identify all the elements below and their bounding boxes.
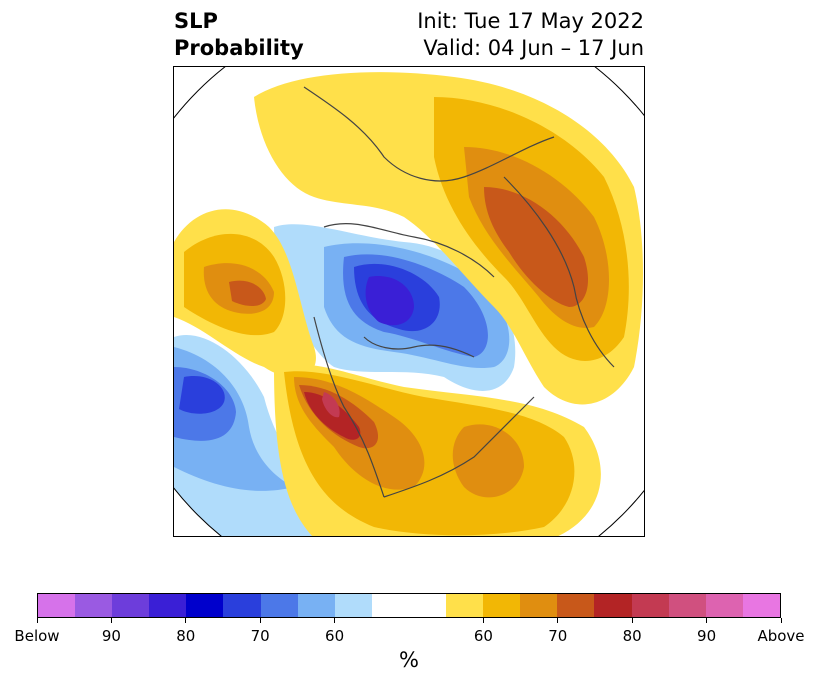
colorbar-segment-6 [260,594,298,617]
probability-map-svg [174,67,644,536]
colorbar-segment-18 [742,594,780,617]
colorbar-tick-label: 70 [548,627,568,645]
below-region-arctic-core [365,276,414,326]
colorbar-tick [631,618,633,623]
coastlines [303,86,615,498]
map-dates: Init: Tue 17 May 2022 Valid: 04 Jun – 17… [417,8,644,62]
colorbar-segment-9 [371,594,447,617]
above-region-na-max [304,392,361,440]
colorbar-tick [185,618,187,623]
colorbar-tick [36,618,38,623]
colorbar-segment-13 [557,594,595,617]
colorbar-tick-label: Above [757,627,805,645]
colorbar-segment-16 [668,594,706,617]
colorbar-segment-10 [446,594,484,617]
above-region-pacific-core [229,280,266,306]
colorbar-tick [706,618,708,623]
above-region-east-strong [452,424,524,498]
colorbar-tick-label: 80 [622,627,642,645]
colorbar-segment-12 [520,594,558,617]
init-date: Init: Tue 17 May 2022 [417,9,644,33]
below-region-west-core [179,376,225,414]
colorbar-segment-14 [594,594,632,617]
polar-map [173,66,645,537]
colorbar-segment-11 [483,594,521,617]
probability-field [174,72,643,536]
colorbar-tick-label: 70 [250,627,270,645]
colorbar-segment-8 [334,594,372,617]
colorbar-tick-label: 90 [697,627,717,645]
colorbar-segment-4 [186,594,224,617]
colorbar-tick [259,618,261,623]
title-line-2: Probability [174,36,304,60]
colorbar-tick-label: 60 [325,627,345,645]
valid-range: Valid: 04 Jun – 17 Jun [423,36,644,60]
colorbar-segment-7 [297,594,335,617]
colorbar-segment-2 [112,594,150,617]
colorbar-tick-label: 90 [101,627,121,645]
colorbar-tick-label: 80 [176,627,196,645]
colorbar-unit: % [399,648,419,672]
colorbar-tick [334,618,336,623]
colorbar-tick-label: 60 [473,627,493,645]
title-line-1: SLP [174,9,218,33]
colorbar-segment-15 [631,594,669,617]
colorbar-segment-17 [705,594,743,617]
colorbar-tick [482,618,484,623]
colorbar-tick [780,618,782,623]
colorbar-ticks [36,618,782,628]
above-region-na-peak [322,392,340,418]
map-title: SLP Probability [174,8,304,62]
colorbar-tick [557,618,559,623]
colorbar [37,593,781,618]
colorbar-tick-label: Below [14,627,60,645]
above-region-eurasia-high [484,187,589,307]
colorbar-segment-1 [75,594,113,617]
colorbar-tick [110,618,112,623]
colorbar-segment-5 [223,594,261,617]
colorbar-segment-0 [38,594,76,617]
colorbar-segment-3 [149,594,187,617]
